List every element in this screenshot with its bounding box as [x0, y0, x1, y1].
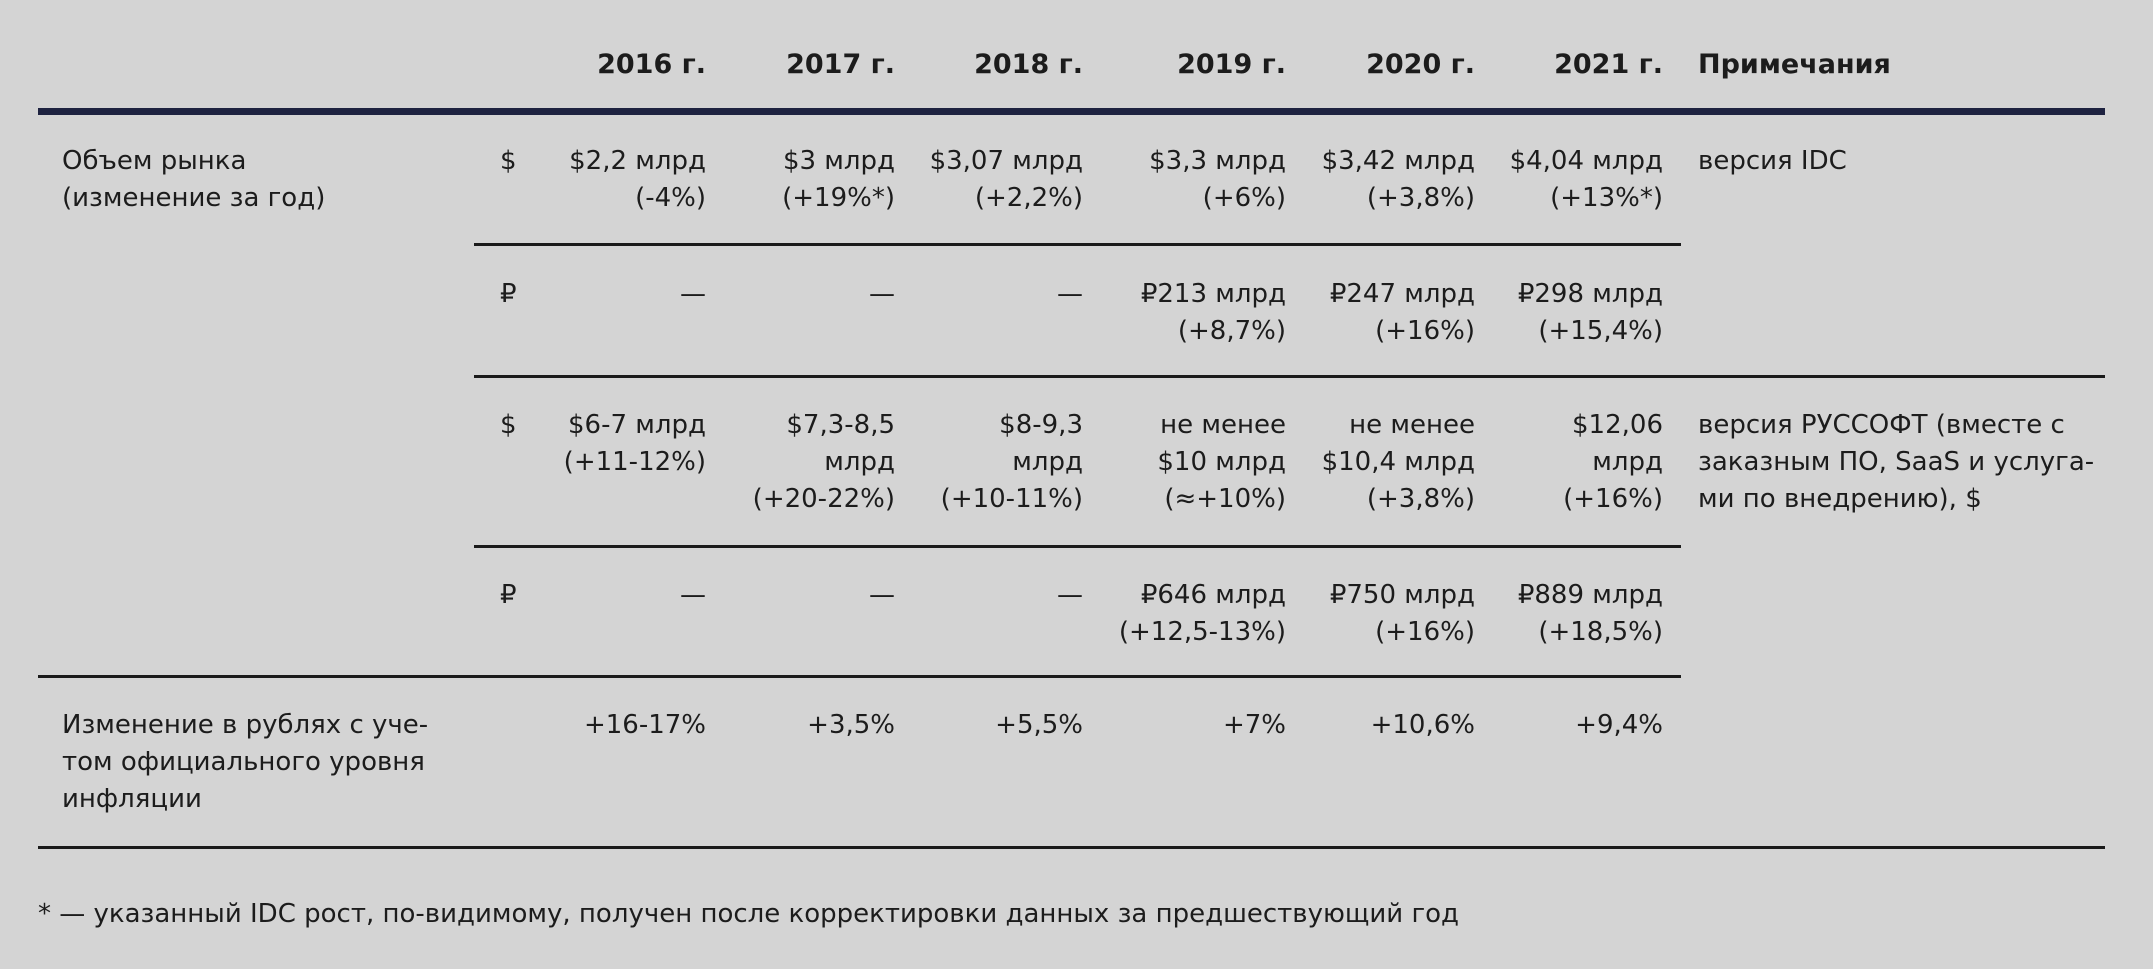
- note-idc: версия IDC: [1698, 146, 1847, 176]
- header-year-2020: 2020 г.: [1366, 49, 1475, 80]
- header-year-2017: 2017 г.: [786, 49, 895, 80]
- cell-idc-usd-2018: $3,07 млрд (+2,2%): [929, 146, 1083, 213]
- section-divider: [38, 675, 1681, 678]
- header-notes: Примечания: [1698, 49, 1891, 80]
- cell-russoft-rub-2019: ₽646 млрд (+12,5-13%): [1118, 580, 1286, 647]
- cell-inflation-2018: +5,5%: [995, 710, 1083, 740]
- cell-idc-usd-2019: $3,3 млрд (+6%): [1149, 146, 1286, 213]
- cell-russoft-rub-2020: ₽750 млрд (+16%): [1329, 580, 1475, 647]
- cell-inflation-2020: +10,6%: [1370, 710, 1475, 740]
- sub-row-divider: [474, 545, 1681, 548]
- cell-idc-rub-2018: —: [1057, 279, 1083, 309]
- header-year-2019: 2019 г.: [1177, 49, 1286, 80]
- cell-inflation-2021: +9,4%: [1575, 710, 1663, 740]
- note-russoft: версия РУССОФТ (вместе с заказным ПО, Saa…: [1698, 410, 2095, 514]
- header-year-2021: 2021 г.: [1554, 49, 1663, 80]
- cell-russoft-rub-2017: —: [869, 580, 895, 610]
- cell-idc-rub-2019: ₽213 млрд (+8,7%): [1140, 279, 1286, 346]
- cell-russoft-usd-2017: $7,3-8,5 млрд (+20-22%): [752, 410, 895, 514]
- cell-inflation-2016: +16-17%: [583, 710, 706, 740]
- cell-idc-rub-2021: ₽298 млрд (+15,4%): [1517, 279, 1663, 346]
- cell-russoft-usd-2019: не менее $10 млрд (≈+10%): [1157, 410, 1286, 514]
- cell-idc-rub-2020: ₽247 млрд (+16%): [1329, 279, 1475, 346]
- cell-russoft-usd-2020: не менее $10,4 млрд (+3,8%): [1321, 410, 1475, 514]
- header-rule: [38, 108, 2105, 115]
- cell-idc-usd-2021: $4,04 млрд (+13%*): [1509, 146, 1663, 213]
- cell-russoft-usd-2021: $12,06 млрд (+16%): [1563, 410, 1663, 514]
- header-year-2016: 2016 г.: [597, 49, 706, 80]
- cell-inflation-2019: +7%: [1222, 710, 1286, 740]
- sub-row-divider: [474, 243, 1681, 246]
- currency-symbol-usd: $: [500, 146, 517, 176]
- cell-idc-usd-2017: $3 млрд (+19%*): [782, 146, 895, 213]
- cell-idc-rub-2017: —: [869, 279, 895, 309]
- row-label-inflation: Изменение в рублях с уче- том официально…: [62, 710, 429, 814]
- cell-inflation-2017: +3,5%: [807, 710, 895, 740]
- footnote: * — указанный IDC рост, по-видимому, пол…: [38, 899, 1459, 929]
- cell-russoft-rub-2021: ₽889 млрд (+18,5%): [1517, 580, 1663, 647]
- currency-symbol-usd: $: [500, 410, 517, 440]
- cell-russoft-rub-2016: —: [680, 580, 706, 610]
- cell-idc-rub-2016: —: [680, 279, 706, 309]
- cell-russoft-usd-2018: $8-9,3 млрд (+10-11%): [940, 410, 1083, 514]
- table-bottom-rule: [38, 846, 2105, 849]
- cell-idc-usd-2020: $3,42 млрд (+3,8%): [1321, 146, 1475, 213]
- cell-russoft-usd-2016: $6-7 млрд (+11-12%): [563, 410, 706, 477]
- row-label-market-volume: Объем рынка (изменение за год): [62, 146, 326, 213]
- cell-russoft-rub-2018: —: [1057, 580, 1083, 610]
- sub-row-divider: [474, 375, 2105, 378]
- header-year-2018: 2018 г.: [974, 49, 1083, 80]
- currency-symbol-rub: ₽: [500, 580, 517, 610]
- currency-symbol-rub: ₽: [500, 279, 517, 309]
- cell-idc-usd-2016: $2,2 млрд (-4%): [569, 146, 706, 213]
